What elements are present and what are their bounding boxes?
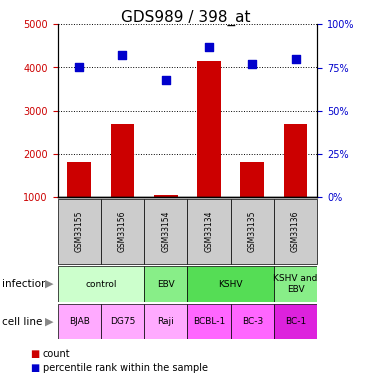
FancyBboxPatch shape	[187, 304, 231, 339]
FancyBboxPatch shape	[144, 266, 187, 302]
Text: KSHV and
EBV: KSHV and EBV	[273, 274, 318, 294]
Text: GDS989 / 398_at: GDS989 / 398_at	[121, 9, 250, 26]
Text: GSM33154: GSM33154	[161, 211, 170, 252]
Text: BCBL-1: BCBL-1	[193, 317, 225, 326]
Text: Raji: Raji	[157, 317, 174, 326]
FancyBboxPatch shape	[101, 199, 144, 264]
FancyBboxPatch shape	[187, 266, 274, 302]
Text: BJAB: BJAB	[69, 317, 89, 326]
Text: infection: infection	[2, 279, 47, 289]
FancyBboxPatch shape	[231, 304, 274, 339]
Point	[163, 76, 169, 82]
Text: count: count	[43, 350, 70, 359]
Bar	[154, 195, 178, 197]
Text: ■: ■	[30, 363, 39, 373]
Bar	[284, 124, 308, 197]
Bar	[67, 162, 91, 197]
Text: control: control	[85, 280, 116, 289]
Text: ■: ■	[30, 350, 39, 359]
Text: GSM33135: GSM33135	[248, 211, 257, 252]
Text: ▶: ▶	[45, 279, 54, 289]
Text: KSHV: KSHV	[219, 280, 243, 289]
FancyBboxPatch shape	[274, 304, 317, 339]
FancyBboxPatch shape	[274, 266, 317, 302]
FancyBboxPatch shape	[144, 304, 187, 339]
FancyBboxPatch shape	[58, 266, 144, 302]
Text: GSM33134: GSM33134	[204, 211, 213, 252]
Text: EBV: EBV	[157, 280, 174, 289]
Point	[293, 56, 299, 62]
Point	[119, 53, 125, 58]
Point	[206, 44, 212, 50]
FancyBboxPatch shape	[144, 199, 187, 264]
Point	[249, 61, 255, 67]
Text: GSM33155: GSM33155	[75, 211, 83, 252]
FancyBboxPatch shape	[231, 199, 274, 264]
Text: BC-1: BC-1	[285, 317, 306, 326]
FancyBboxPatch shape	[58, 199, 101, 264]
FancyBboxPatch shape	[274, 199, 317, 264]
FancyBboxPatch shape	[58, 304, 101, 339]
Text: percentile rank within the sample: percentile rank within the sample	[43, 363, 208, 373]
Text: cell line: cell line	[2, 316, 42, 327]
Text: BC-3: BC-3	[242, 317, 263, 326]
Text: ▶: ▶	[45, 316, 54, 327]
Point	[76, 64, 82, 70]
FancyBboxPatch shape	[187, 199, 231, 264]
FancyBboxPatch shape	[101, 304, 144, 339]
Bar	[240, 162, 264, 197]
Text: GSM33136: GSM33136	[291, 211, 300, 252]
Bar	[111, 124, 134, 197]
Text: GSM33156: GSM33156	[118, 211, 127, 252]
Text: DG75: DG75	[110, 317, 135, 326]
Bar	[197, 61, 221, 197]
